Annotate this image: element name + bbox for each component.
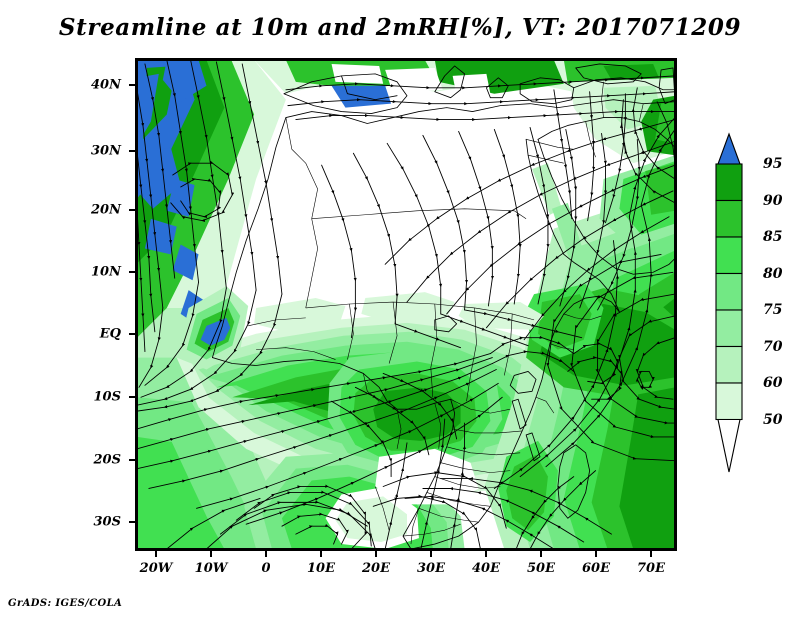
y-axis-label: 10S — [93, 389, 121, 405]
colorbar-tick-label: 60 — [763, 375, 783, 391]
colorbar-swatches — [715, 132, 743, 473]
x-tick — [430, 551, 432, 557]
y-axis-label: 40N — [91, 77, 121, 93]
y-tick — [129, 459, 135, 461]
x-axis-label: 60E — [582, 561, 610, 576]
map-canvas — [137, 60, 675, 549]
x-tick — [650, 551, 652, 557]
x-axis-label: 0 — [261, 561, 271, 576]
footer-credit: GrADS: IGES/COLA — [8, 598, 123, 609]
x-axis-label: 20W — [139, 561, 173, 576]
y-axis-label: 10N — [91, 264, 121, 280]
y-tick — [129, 84, 135, 86]
colorbar-tick-label: 85 — [763, 229, 783, 245]
y-axis-label: 20S — [93, 452, 121, 468]
x-tick — [375, 551, 377, 557]
x-axis-label: 40E — [472, 561, 500, 576]
y-axis-label: EQ — [99, 326, 121, 342]
colorbar-tick-label: 80 — [763, 265, 783, 282]
colorbar-tick-label: 70 — [763, 338, 783, 355]
colorbar-tick-label: 95 — [763, 156, 783, 172]
y-tick — [129, 521, 135, 523]
y-tick — [129, 333, 135, 335]
x-axis-label: 10E — [307, 561, 335, 576]
colorbar[interactable]: 95 90 85 80 75 70 60 50 — [715, 132, 782, 473]
y-tick — [129, 150, 135, 152]
x-axis-label: 20E — [362, 561, 390, 576]
y-axis-label: 20N — [91, 202, 121, 218]
x-tick — [540, 551, 542, 557]
page-title: Streamline at 10m and 2mRH[%], VT: 20170… — [58, 14, 742, 41]
x-axis-label: 30E — [417, 561, 445, 576]
y-tick — [129, 209, 135, 211]
y-axis-label: 30S — [93, 514, 121, 530]
colorbar-extend-bottom — [717, 418, 741, 473]
x-tick — [265, 551, 267, 557]
colorbar-tick-label: 75 — [763, 302, 783, 318]
x-tick — [595, 551, 597, 557]
y-axis-label: 30N — [91, 143, 121, 159]
y-tick — [129, 271, 135, 273]
x-tick — [320, 551, 322, 557]
x-axis-label: 50E — [527, 561, 555, 576]
x-axis-label: 70E — [637, 561, 665, 576]
x-tick — [155, 551, 157, 557]
colorbar-tick-label: 90 — [763, 192, 783, 209]
map-plot-area[interactable] — [135, 58, 677, 551]
x-tick — [485, 551, 487, 557]
y-tick — [129, 396, 135, 398]
colorbar-extend-top — [717, 132, 741, 165]
x-tick — [210, 551, 212, 557]
colorbar-tick-label: 50 — [763, 411, 783, 428]
x-axis-label: 10W — [194, 561, 228, 576]
